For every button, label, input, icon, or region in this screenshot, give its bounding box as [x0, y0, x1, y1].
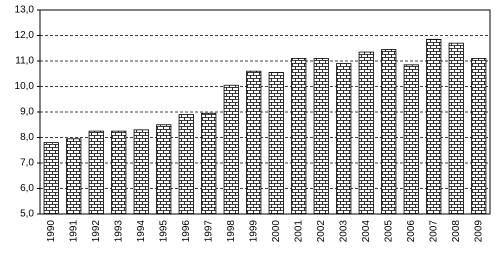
bar: [381, 49, 397, 215]
x-tick-label: 2006: [406, 220, 417, 243]
x-tick-label: 1994: [136, 220, 147, 243]
x-tick-label: 1999: [248, 220, 259, 243]
x-tick-label: 2001: [293, 220, 304, 243]
x-tick-label: 2005: [383, 220, 394, 243]
bar: [358, 51, 374, 215]
bar: [156, 124, 172, 215]
y-tick-label: 10,0: [15, 81, 35, 92]
bar: [448, 42, 464, 215]
x-tick-label: 1993: [113, 220, 124, 243]
x-tick-label: 1996: [181, 220, 192, 243]
y-tick-label: 7,0: [20, 158, 34, 169]
bar: [291, 58, 307, 215]
bar: [336, 63, 352, 215]
bar: [223, 84, 239, 215]
bar: [111, 130, 127, 215]
x-tick-label: 2007: [428, 220, 439, 243]
bar: [313, 58, 329, 215]
bar: [133, 129, 149, 215]
bar: [66, 138, 82, 215]
y-tick-label: 6,0: [20, 183, 34, 194]
x-tick-label: 1991: [68, 220, 79, 243]
x-tick-label: 2002: [316, 220, 327, 243]
y-tick-label: 5,0: [20, 209, 34, 220]
y-tick-label: 9,0: [20, 107, 34, 118]
x-tick-label: 2008: [451, 220, 462, 243]
bar: [43, 142, 59, 215]
x-tick-label: 2004: [361, 220, 372, 243]
bar: [88, 130, 104, 215]
bar: [426, 38, 442, 215]
bar: [246, 70, 262, 215]
x-tick-label: 2003: [338, 220, 349, 243]
plot-frame: [39, 9, 491, 215]
y-tick-label: 12,0: [15, 30, 35, 41]
x-tick-label: 1992: [91, 220, 102, 243]
y-tick-label: 13,0: [15, 5, 35, 16]
bar: [403, 64, 419, 215]
y-tick-label: 8,0: [20, 132, 34, 143]
bar: [471, 58, 487, 215]
x-tick-label: 2000: [271, 220, 282, 243]
bar: [268, 72, 284, 215]
bar: [178, 114, 194, 215]
y-tick-label: 11,0: [15, 56, 34, 67]
x-tick-label: 1990: [46, 220, 57, 243]
bar: [201, 112, 217, 215]
x-tick-label: 1995: [158, 220, 169, 243]
x-tick-label: 1997: [203, 220, 214, 243]
x-tick-label: 1998: [226, 220, 237, 243]
x-tick-label: 2009: [473, 220, 484, 243]
